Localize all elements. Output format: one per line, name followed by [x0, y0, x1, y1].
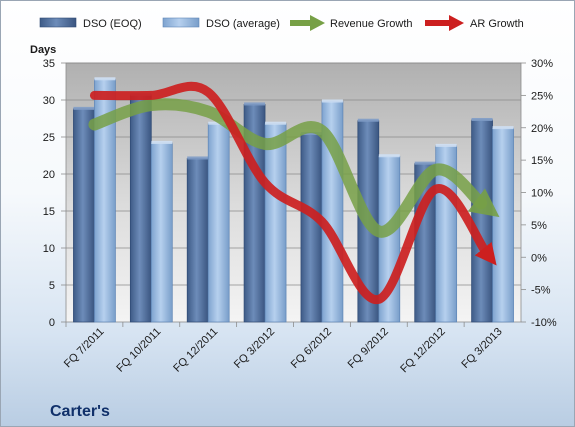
x-tick-label: FQ 6/2012: [289, 326, 334, 371]
y-left-tick-label: 15: [43, 206, 55, 218]
bar-dso-eoq: [186, 158, 209, 323]
ar-growth-line-point: [492, 259, 494, 261]
bar-dso-average: [492, 127, 514, 323]
x-tick-label: FQ 12/2012: [398, 326, 448, 376]
x-axis-ticks: FQ 7/2011 FQ 10/2011 FQ 12/2011 FQ 3/2012 FQ…: [62, 322, 505, 375]
legend-label-ar-growth: AR Growth: [470, 18, 524, 30]
y-left-tick-label: 25: [43, 132, 55, 144]
y-right-tick-label: 30%: [531, 58, 553, 70]
x-tick-label: FQ 3/2013: [459, 326, 504, 371]
legend-label-dso-eoq: DSO (EOQ): [83, 18, 142, 30]
bar-cap: [492, 126, 514, 130]
bar-cap: [265, 121, 287, 125]
bar-cap: [94, 77, 116, 81]
bar-dso-average: [150, 142, 173, 323]
bar-dso-eoq: [129, 94, 152, 323]
x-tick-label: FQ 9/2012: [346, 326, 391, 371]
y-right-tick-label: -5%: [531, 285, 551, 297]
revenue-growth-line-point: [93, 124, 95, 126]
y-right-tick-label: -10%: [531, 317, 557, 329]
legend-label-dso-average: DSO (average): [206, 18, 280, 30]
bar-cap: [414, 161, 436, 165]
x-tick-label: FQ 3/2012: [232, 326, 277, 371]
legend-item-ar-growth: AR Growth: [425, 15, 524, 31]
ar-growth-line: [89, 81, 497, 304]
y-left-tick-label: 35: [43, 58, 55, 70]
bar-dso-eoq: [73, 108, 95, 323]
y-right-tick-label: 5%: [531, 220, 547, 232]
x-tick-label: FQ 10/2011: [114, 326, 163, 375]
revenue-growth-line-point: [150, 104, 152, 106]
bar-cap: [435, 143, 457, 147]
revenue-growth-line-point: [492, 211, 494, 213]
bar-cap: [244, 102, 266, 106]
ar-growth-line-point: [264, 182, 266, 184]
bar-cap: [151, 140, 173, 144]
y-left-tick-label: 20: [43, 169, 55, 181]
revenue-growth-line-point: [321, 130, 323, 132]
ar-growth-line-point: [93, 94, 95, 96]
revenue-growth-line-point: [264, 143, 266, 145]
bar-cap: [187, 156, 209, 160]
revenue-growth-line-point: [435, 169, 437, 171]
y-axis-title-days: Days: [30, 44, 56, 56]
y-right-tick-label: 15%: [531, 155, 553, 167]
legend-item-dso-average: DSO (average): [162, 17, 280, 30]
legend-label-revenue-growth: Revenue Growth: [330, 18, 413, 30]
y-left-tick-label: 30: [43, 95, 55, 107]
bar-dso-average: [264, 123, 287, 323]
x-tick-label: FQ 7/2011: [62, 326, 107, 371]
ar-growth-line-point: [435, 188, 437, 190]
bar-dso-eoq: [300, 133, 323, 323]
ar-growth-line-point: [150, 94, 152, 96]
bar-cap: [300, 132, 322, 136]
revenue-growth-line-point: [207, 111, 209, 113]
bar-dso-eoq: [471, 119, 493, 323]
revenue-growth-line: [88, 98, 500, 238]
y-right-tick-label: 10%: [531, 188, 553, 200]
bar-cap: [471, 117, 493, 121]
bar-cap: [357, 118, 379, 122]
legend-item-revenue-growth: Revenue Growth: [290, 15, 413, 31]
y-left-tick-label: 0: [49, 317, 55, 329]
right-axis-ticks: -10% -5% 0% 5% 10% 15% 20% 25% 30%: [521, 58, 557, 329]
y-left-tick-label: 10: [43, 243, 55, 255]
y-right-tick-label: 25%: [531, 90, 553, 102]
revenue-growth-line-point: [378, 230, 380, 232]
y-left-tick-label: 5: [49, 280, 55, 292]
company-label: Carter's: [50, 403, 110, 420]
bar-cap: [321, 99, 343, 103]
x-tick-label: FQ 12/2011: [171, 326, 220, 375]
ar-growth-line-point: [378, 298, 380, 300]
y-right-tick-label: 0%: [531, 252, 547, 264]
legend: DSO (EOQ) DSO (average) Revenue Growth A…: [39, 15, 524, 31]
growth-lines: [88, 81, 500, 304]
bar-cap: [73, 106, 95, 110]
bar-cap: [378, 154, 400, 158]
ar-growth-line-point: [207, 91, 209, 93]
bar-dso-average: [207, 123, 230, 323]
legend-item-dso-eoq: DSO (EOQ): [39, 17, 142, 30]
ar-growth-line-point: [321, 221, 323, 223]
left-axis-ticks: 0 5 10 15 20 25 30 35: [43, 58, 66, 329]
y-right-tick-label: 20%: [531, 123, 553, 135]
